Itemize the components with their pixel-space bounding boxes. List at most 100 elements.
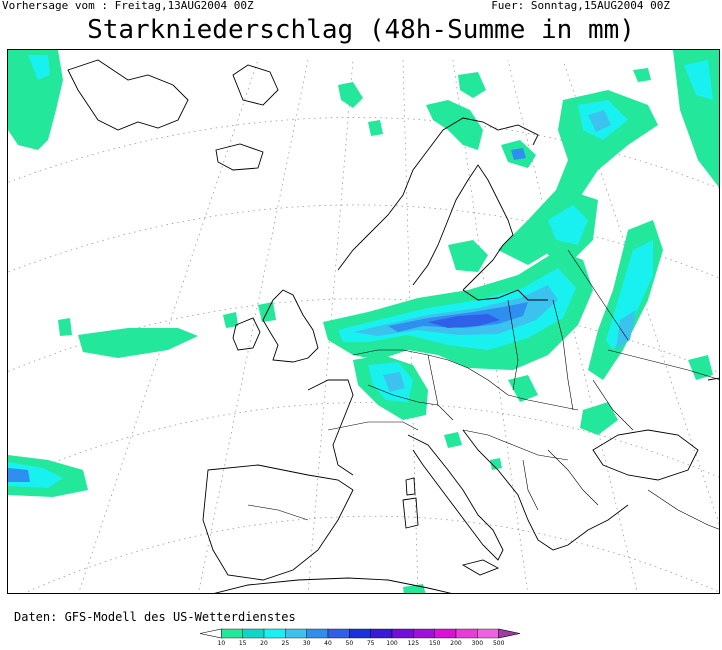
legend-color-swatch: [477, 628, 499, 639]
borders: [247, 249, 719, 530]
legend-level-label: 50: [346, 640, 354, 646]
coastline-black-sea: [592, 429, 699, 481]
precip-area: [684, 60, 713, 100]
precip-area: [616, 310, 636, 350]
precip-area: [383, 372, 405, 392]
legend-level-label: 30: [303, 640, 311, 646]
legend-level-label: 500: [493, 640, 505, 646]
coastline-uk: [262, 289, 319, 363]
precip-area: [58, 318, 72, 336]
precip-area: [448, 240, 488, 272]
legend-level-label: 100: [386, 640, 398, 646]
coastline-baltic: [462, 289, 548, 301]
precip-area: [633, 68, 651, 82]
precip-area: [588, 110, 611, 132]
precip-area: [548, 205, 588, 245]
legend-level-label: 300: [472, 640, 484, 646]
legend-color-swatch: [413, 628, 435, 639]
legend-color-swatch: [199, 628, 222, 639]
border: [507, 299, 519, 391]
legend-color-swatch: [498, 628, 521, 639]
precip-area: [8, 468, 30, 482]
precip-area: [338, 82, 363, 108]
coastline-sweden-finland: [412, 164, 514, 291]
legend-color-swatch: [349, 628, 371, 639]
coastline-africa: [214, 577, 452, 593]
forecast-valid-time: Fuer: Sonntag,15AUG2004 00Z: [491, 0, 670, 12]
coastline-sicily: [461, 559, 500, 576]
precip-area: [368, 120, 383, 136]
legend-level-label: 200: [450, 640, 462, 646]
meridian-line: [402, 59, 419, 593]
precip-area: [688, 355, 713, 380]
precip-area: [490, 458, 502, 470]
coastline-sardinia: [402, 497, 419, 529]
legend-color-swatch: [306, 628, 329, 639]
legend-level-label: 75: [367, 640, 375, 646]
legend-level-label: 125: [408, 640, 420, 646]
precip-area: [498, 90, 658, 265]
legend-color-swatch: [242, 628, 265, 639]
legend-color-swatch: [434, 628, 457, 639]
coastline-ireland: [232, 317, 261, 351]
legend-level-label: 10: [218, 640, 226, 646]
border: [522, 459, 539, 511]
coastline-italy: [407, 434, 504, 561]
legend-level-label: 20: [260, 640, 268, 646]
precip-area: [508, 375, 538, 402]
precip-area: [28, 55, 50, 80]
border: [592, 379, 634, 431]
legend-color-swatch: [327, 628, 350, 639]
coastline-iberia: [202, 464, 354, 581]
precipitation-map: [7, 49, 720, 594]
data-source-note: Daten: GFS-Modell des US-Wetterdienstes: [14, 610, 296, 624]
border: [607, 349, 719, 380]
precip-area: [428, 314, 500, 328]
legend-level-label: 150: [429, 640, 441, 646]
legend-color-swatch: [285, 628, 307, 639]
border: [327, 421, 419, 431]
coastline-balkans: [462, 429, 629, 551]
coastline-norway: [337, 117, 539, 271]
border: [427, 354, 454, 421]
border: [462, 429, 569, 461]
parallel-line: [23, 515, 719, 593]
precip-area: [458, 72, 486, 98]
border: [647, 489, 719, 530]
precip-area: [444, 432, 462, 448]
precip-area: [78, 328, 198, 358]
legend-level-label: 15: [239, 640, 247, 646]
meridian-line: [198, 59, 309, 593]
precip-area: [223, 312, 238, 328]
border: [552, 299, 574, 411]
meridian-line: [307, 59, 354, 593]
coastline-corsica: [405, 477, 416, 496]
legend-level-label: 40: [324, 640, 332, 646]
legend-color-swatch: [263, 628, 286, 639]
legend-color-swatch: [221, 628, 243, 639]
coastline-caspian: [707, 377, 719, 381]
precip-area: [606, 240, 653, 350]
border: [247, 504, 309, 521]
precipitation-areas: [8, 50, 719, 593]
legend-color-swatch: [455, 628, 478, 639]
forecast-issue-time: Vorhersage vom : Freitag,13AUG2004 00Z: [2, 0, 254, 12]
border: [352, 349, 469, 369]
coastline-france-west: [307, 379, 354, 476]
legend-colorbar: 10 15 20 25 30 40 50 75 100 125 150 200 300 500: [199, 628, 521, 647]
border: [567, 249, 629, 341]
coastline-svalbard: [232, 64, 279, 106]
coastlines: [67, 59, 719, 593]
legend-color-swatch: [391, 628, 414, 639]
parallel-line: [8, 204, 719, 279]
border: [467, 367, 579, 411]
meridian-line: [78, 59, 259, 593]
precip-area: [511, 148, 526, 160]
border: [547, 449, 599, 506]
precip-area: [580, 402, 618, 435]
legend-color-swatch: [370, 628, 393, 639]
map-canvas: [8, 50, 719, 593]
border: [367, 384, 439, 406]
coastline-iceland: [215, 143, 264, 171]
legend-level-label: 25: [282, 640, 290, 646]
